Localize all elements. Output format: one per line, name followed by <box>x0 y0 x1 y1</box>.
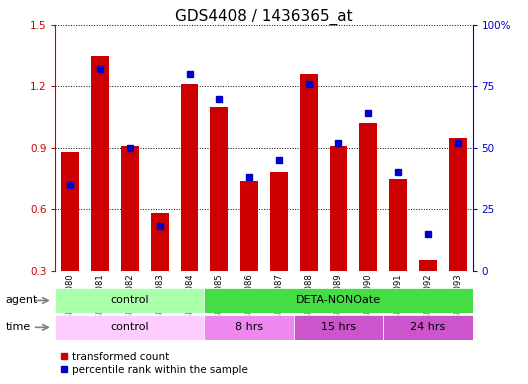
Bar <box>294 315 383 340</box>
Text: DETA-NONOate: DETA-NONOate <box>296 295 381 306</box>
Bar <box>383 315 473 340</box>
Text: GDS4408 / 1436365_at: GDS4408 / 1436365_at <box>175 9 353 25</box>
Bar <box>210 107 228 271</box>
Text: time: time <box>5 322 31 333</box>
Bar <box>61 152 79 271</box>
Bar <box>389 179 407 271</box>
Text: control: control <box>110 322 149 333</box>
Text: control: control <box>110 295 149 306</box>
Bar <box>449 137 467 271</box>
Bar <box>419 260 437 271</box>
Bar <box>270 172 288 271</box>
Bar <box>360 123 377 271</box>
Bar <box>181 84 199 271</box>
Text: 24 hrs: 24 hrs <box>410 322 446 333</box>
Bar <box>240 180 258 271</box>
Text: 8 hrs: 8 hrs <box>235 322 263 333</box>
Bar <box>151 214 168 271</box>
Bar <box>329 146 347 271</box>
Text: agent: agent <box>5 295 37 306</box>
Bar <box>204 315 294 340</box>
Bar <box>91 56 109 271</box>
Bar <box>121 146 139 271</box>
Legend: transformed count, percentile rank within the sample: transformed count, percentile rank withi… <box>61 352 248 375</box>
Bar <box>300 74 318 271</box>
Text: 15 hrs: 15 hrs <box>321 322 356 333</box>
Bar <box>55 288 204 313</box>
Bar <box>55 315 204 340</box>
Bar <box>204 288 473 313</box>
